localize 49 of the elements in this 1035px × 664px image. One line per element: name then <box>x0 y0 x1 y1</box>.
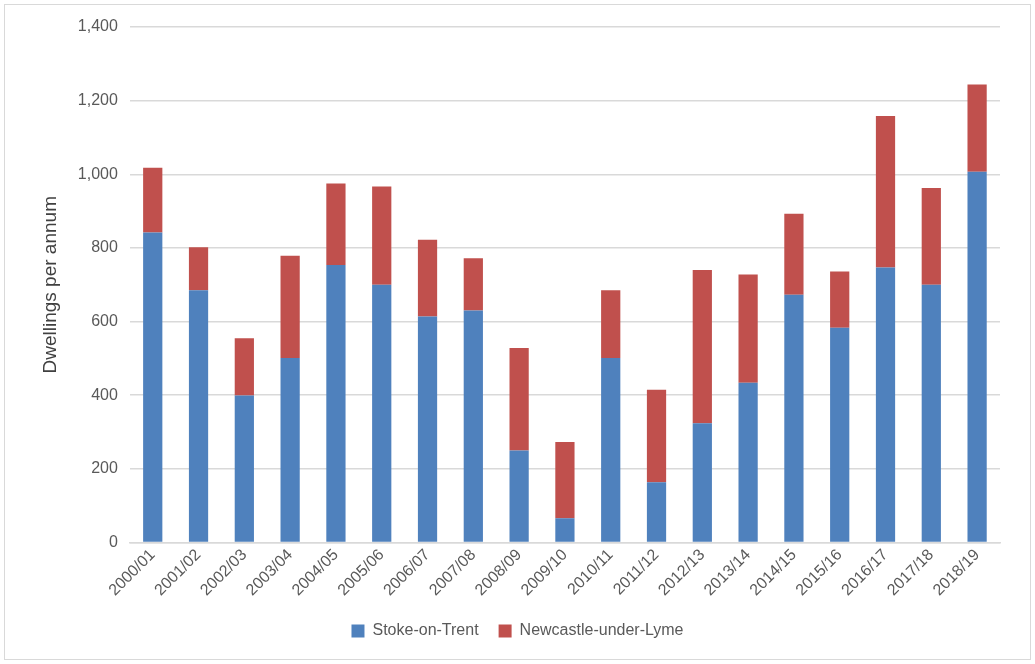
bar <box>555 518 575 542</box>
bar <box>509 348 529 451</box>
bar <box>143 167 163 233</box>
bar <box>967 84 987 172</box>
y-axis-title: Dwellings per annum <box>38 196 60 374</box>
bar <box>921 284 941 542</box>
bar <box>830 271 850 328</box>
y-tick-label: 800 <box>91 238 118 256</box>
bar <box>601 358 621 542</box>
bar <box>738 274 758 383</box>
y-tick-label: 600 <box>91 311 118 329</box>
y-tick-label: 400 <box>91 385 118 403</box>
bar <box>692 423 712 542</box>
bar <box>280 358 300 542</box>
bar <box>372 284 392 542</box>
bar <box>646 389 667 483</box>
bar <box>234 338 254 396</box>
bar <box>372 186 392 285</box>
bar <box>417 239 438 317</box>
y-tick-label: 1,200 <box>77 91 118 109</box>
bar <box>601 290 621 359</box>
bar <box>188 290 209 542</box>
y-tick-label: 1,000 <box>77 164 118 182</box>
bar <box>692 270 712 424</box>
bar <box>463 310 483 542</box>
bar <box>921 187 941 285</box>
bar <box>875 116 896 268</box>
bar <box>967 171 987 542</box>
bar <box>738 382 758 542</box>
y-tick-label: 0 <box>108 532 118 550</box>
bar <box>417 316 438 542</box>
bar <box>555 442 575 519</box>
legend-label: Stoke-on-Trent <box>372 621 480 639</box>
bar <box>646 482 667 542</box>
bar <box>784 213 804 295</box>
bar <box>784 294 804 542</box>
bar <box>463 258 483 311</box>
y-tick-label: 1,400 <box>77 17 118 35</box>
bar <box>875 267 896 542</box>
legend-label: Newcastle-under-Lyme <box>519 621 684 639</box>
bar <box>830 327 850 542</box>
bar <box>280 255 300 359</box>
bar <box>234 395 254 542</box>
bar <box>326 183 346 265</box>
bar <box>188 247 209 291</box>
bar <box>143 232 163 542</box>
bar <box>326 264 346 542</box>
y-tick-label: 200 <box>91 459 118 477</box>
bar <box>509 450 529 542</box>
